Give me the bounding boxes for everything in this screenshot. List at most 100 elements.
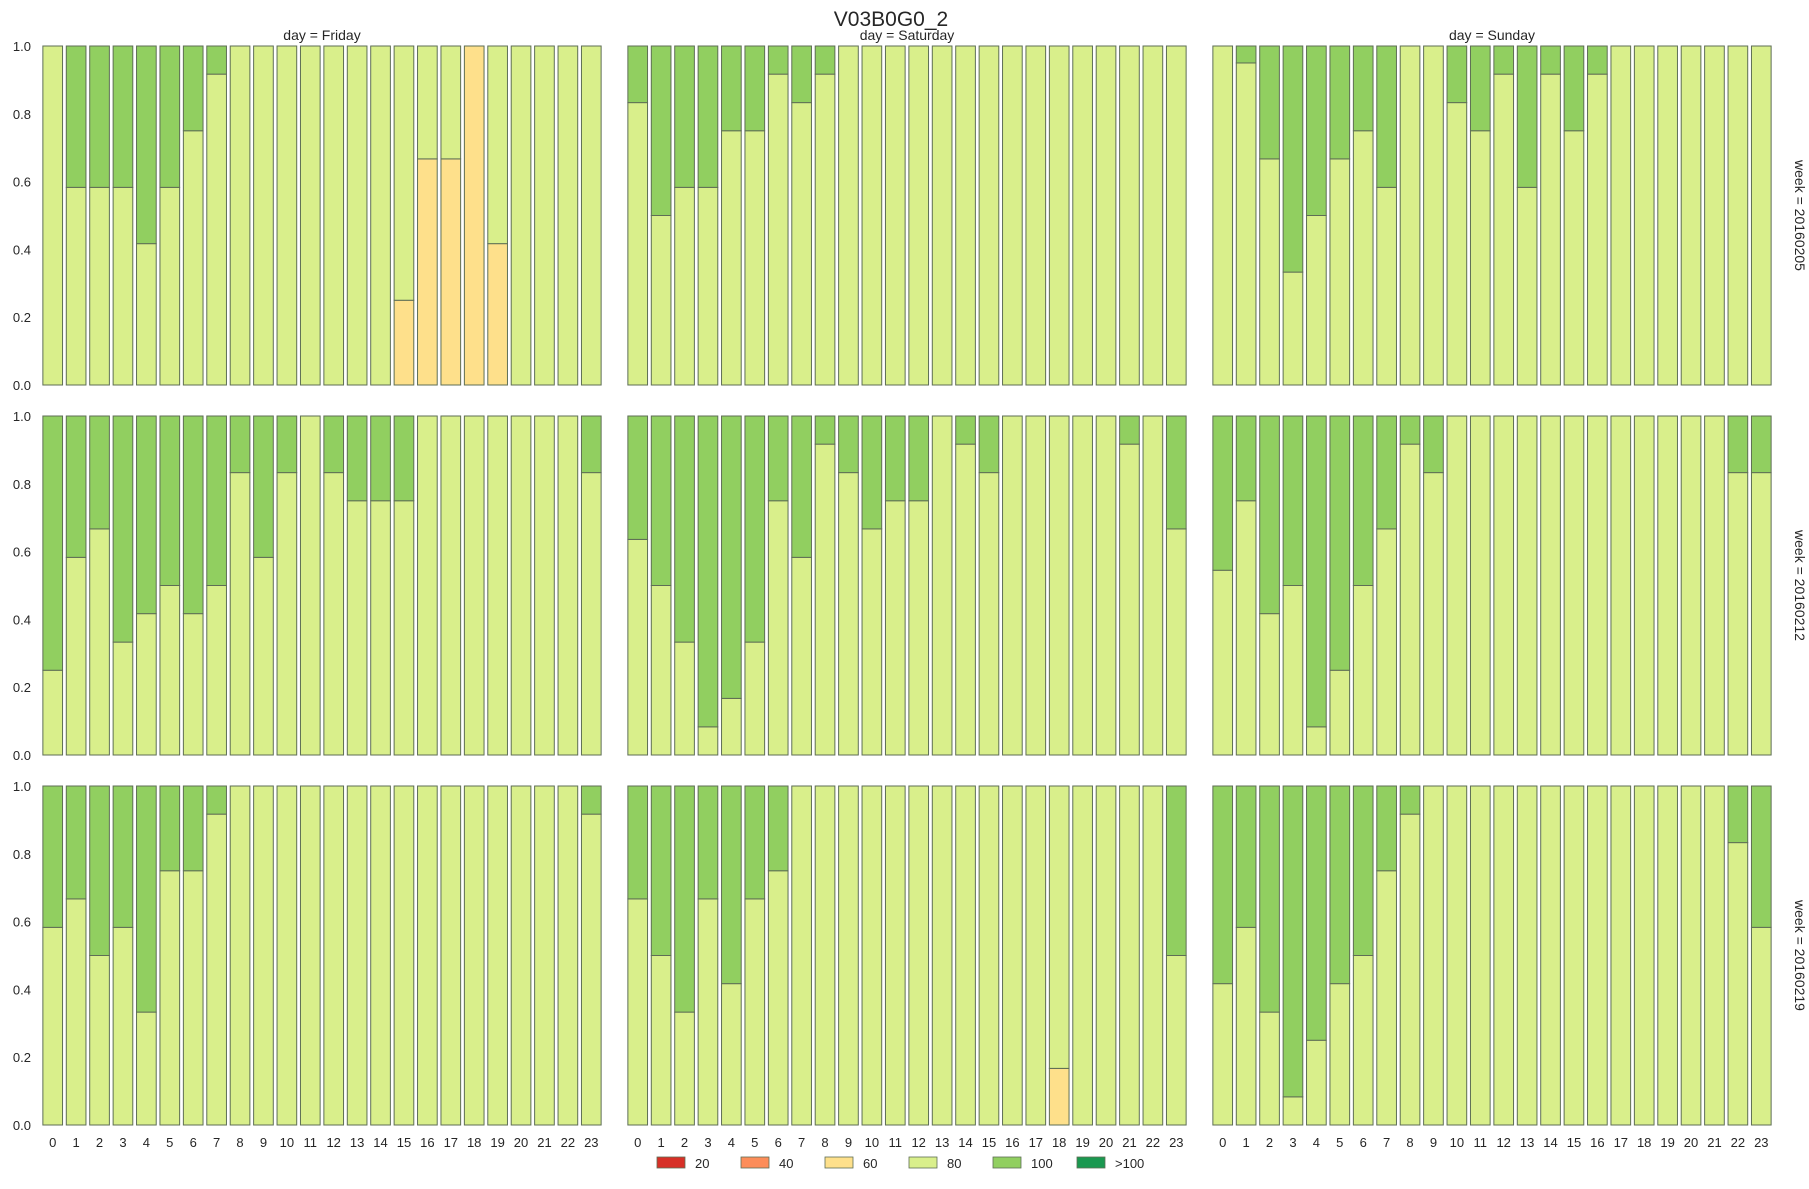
bar-segment-80-18 [1633,415,1655,756]
y-tick-label: 0.8 [13,477,31,492]
bar-segment-80-18 [463,785,485,1126]
x-tick-label: 3 [704,1135,711,1150]
y-tick-label: 0.6 [13,915,31,930]
y-tick-label: 0.8 [13,847,31,862]
bar-segment-80-17 [1025,785,1047,1126]
bar-segment-80-5 [159,870,181,1126]
x-tick-label: 11 [304,1135,318,1150]
bar-segment-80-15 [978,45,1000,386]
legend-item: 80 [908,1156,961,1171]
bar-segment-80-1 [65,186,87,386]
legend-swatch [740,1156,770,1169]
x-tick-label: 17 [444,1135,458,1150]
bar-segment-100-8 [229,415,251,474]
bar-segment-100-12 [908,415,930,502]
legend-label: 80 [947,1156,961,1171]
x-tick-label: 8 [236,1135,243,1150]
bar-segment-80-12 [323,785,345,1126]
facet-sunday-20160219: 0 1 2 3 4 5 6 7 8 9 10 11 12 13 14 15 16 17 18 19 20 21 22 23we… [1212,785,1808,1150]
x-tick-label: 17 [1029,1135,1043,1150]
bar-segment-100-21 [1119,415,1140,445]
y-tick-label: 0.8 [13,107,31,122]
bar-segment-80-19 [1657,415,1678,756]
bar-segment-80-5 [159,585,181,756]
bar-segment-80-11 [1469,415,1491,756]
x-tick-label: 4 [728,1135,735,1150]
bar-segment-80-21 [1704,785,1725,1126]
legend-swatch [824,1156,854,1169]
bar-segment-60-16 [417,158,438,386]
x-tick-label: 7 [798,1135,805,1150]
bar-segment-80-19 [487,785,508,1126]
legend-item: 100 [992,1156,1053,1171]
bar-segment-80-11 [299,415,321,756]
legend-item: 60 [824,1156,877,1171]
x-tick-label: 13 [350,1135,364,1150]
bar-segment-80-2 [674,641,695,756]
bar-segment-100-14 [1540,45,1561,75]
bar-segment-80-16 [1002,415,1023,756]
bar-segment-80-10 [276,472,298,756]
bar-segment-100-2 [1259,415,1280,615]
facet-grid: 0.0 0.2 0.4 0.6 0.8 1.0 day = Friday day = Satu… [13,27,1808,1150]
bar-segment-80-1 [650,955,672,1126]
bar-segment-100-9 [253,415,274,558]
bar-segment-80-7 [1376,186,1397,386]
bar-segment-80-13 [346,45,368,386]
x-tick-label: 0 [1219,1135,1226,1150]
bar-segment-80-9 [1423,472,1444,756]
bar-segment-80-12 [908,785,930,1126]
bar-segment-80-11 [884,785,906,1126]
legend-item: 40 [740,1156,793,1171]
legend-label: 100 [1031,1156,1053,1171]
bar-segment-100-2 [674,45,695,188]
facet-row-title: week = 20160205 [1792,159,1808,271]
legend-swatch [992,1156,1022,1169]
y-tick-label: 0.4 [13,982,31,997]
bar-segment-100-22 [1727,415,1749,474]
y-tick-label: 1.0 [13,39,31,54]
bar-segment-100-3 [697,45,719,188]
bar-segment-100-14 [955,415,976,445]
bar-segment-80-16 [1587,785,1608,1126]
bar-segment-80-18 [463,415,485,756]
x-tick-label: 10 [865,1135,879,1150]
bar-segment-100-8 [814,415,836,445]
x-tick-label: 20 [514,1135,528,1150]
x-tick-label: 22 [561,1135,575,1150]
bar-segment-80-21 [1119,443,1140,756]
x-tick-label: 3 [1289,1135,1296,1150]
x-tick-label: 5 [751,1135,758,1150]
y-tick-label: 0.2 [13,680,31,695]
bar-segment-100-5 [1329,415,1351,671]
bar-segment-80-8 [814,785,836,1126]
bar-segment-60-19 [487,243,508,386]
bar-segment-80-23 [1165,955,1187,1126]
bar-segment-100-5 [1329,45,1351,160]
x-tick-label: 14 [958,1135,972,1150]
facet-friday-20160219: 0.00.20.40.60.81.00 1 2 3 4 5 6 7 8 9 10 11 12 13 14 15… [13,779,602,1150]
bar-segment-100-1 [1235,415,1257,502]
y-tick-label: 0.2 [13,310,31,325]
bar-segment-80-6 [182,870,204,1126]
bar-segment-80-4 [136,243,157,386]
bar-segment-80-12 [908,45,930,386]
bar-segment-80-14 [370,500,391,756]
bar-segment-60-17 [440,158,462,386]
bar-segment-100-16 [1587,45,1608,75]
bar-segment-100-15 [1563,45,1585,132]
bar-segment-80-16 [1002,45,1023,386]
bar-segment-80-7 [791,102,812,386]
bar-segment-80-18 [1048,415,1070,756]
bar-segment-80-16 [1587,73,1608,386]
bar-segment-100-5 [159,415,181,586]
bar-segment-80-2 [89,528,110,756]
bar-segment-80-12 [1493,73,1515,386]
bar-segment-100-0 [627,415,649,540]
bar-segment-80-13 [1516,785,1538,1126]
bar-segment-80-5 [159,186,181,386]
bar-segment-80-22 [1142,415,1164,756]
facet-column-title: day = Sunday [1449,27,1535,43]
bar-segment-100-2 [89,415,110,530]
x-tick-label: 15 [1567,1135,1581,1150]
